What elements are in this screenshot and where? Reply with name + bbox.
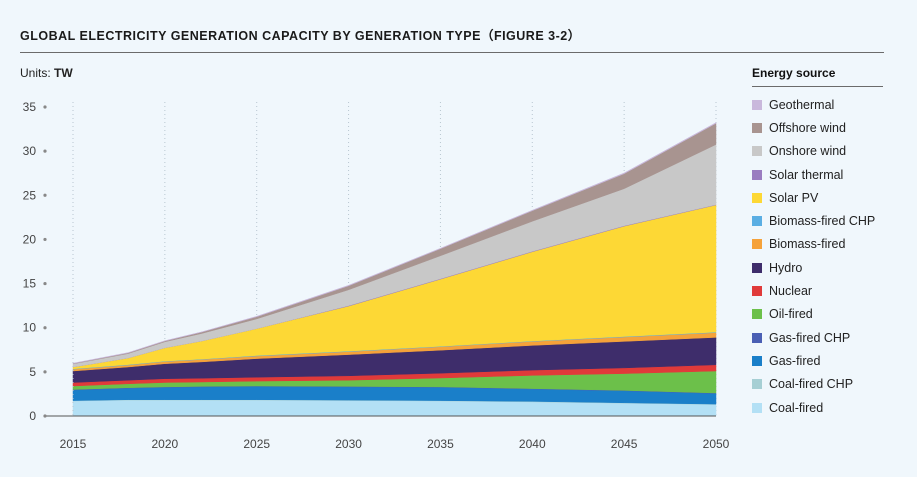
x-tick-label-2045: 2045 xyxy=(611,437,638,451)
legend-label: Gas-fired xyxy=(769,353,821,368)
x-tick-label-2020: 2020 xyxy=(152,437,179,451)
legend-swatch xyxy=(752,146,762,157)
y-tick-label-30: 30 xyxy=(23,144,37,158)
legend-item-nuclear: Nuclear xyxy=(752,279,892,302)
legend-item-solar-thermal: Solar thermal xyxy=(752,163,892,186)
x-tick-label-2040: 2040 xyxy=(519,437,546,451)
y-tick-label-10: 10 xyxy=(23,321,37,335)
legend-swatch xyxy=(752,402,762,413)
legend-item-oil-fired: Oil-fired xyxy=(752,303,892,326)
legend-item-biomass-fired: Biomass-fired xyxy=(752,233,892,256)
y-tick-label-35: 35 xyxy=(23,100,37,114)
legend-swatch xyxy=(752,286,762,297)
y-tick-dot-30 xyxy=(43,149,47,153)
legend-item-solar-pv: Solar PV xyxy=(752,186,892,209)
legend-label: Nuclear xyxy=(769,284,813,299)
y-tick-label-15: 15 xyxy=(23,277,37,291)
y-tick-label-5: 5 xyxy=(29,365,36,379)
legend-item-geothermal: Geothermal xyxy=(752,93,892,116)
y-tick-dot-15 xyxy=(43,281,47,286)
legend-swatch xyxy=(752,192,762,203)
legend-swatch xyxy=(752,379,762,390)
legend-swatch xyxy=(752,99,762,110)
units-label: Units: TW xyxy=(20,66,73,80)
legend-label: Hydro xyxy=(769,260,803,275)
legend-swatch xyxy=(752,332,762,343)
y-tick-dot-10 xyxy=(43,326,47,330)
y-tick-label-0: 0 xyxy=(29,409,36,423)
legend-label: Oil-fired xyxy=(769,307,813,322)
legend-swatch xyxy=(752,122,762,133)
y-tick-dot-0 xyxy=(43,414,47,418)
x-tick-label-2030: 2030 xyxy=(335,437,362,451)
y-tick-dot-25 xyxy=(43,193,47,197)
y-tick-dot-5 xyxy=(43,370,47,374)
legend-swatch xyxy=(752,216,762,227)
legend-swatch xyxy=(752,169,762,180)
legend-label: Coal-fired CHP xyxy=(769,377,854,392)
legend-item-gas-fired: Gas-fired xyxy=(752,349,892,372)
legend-item-coal-fired-chp: Coal-fired CHP xyxy=(752,373,892,396)
y-tick-dot-20 xyxy=(43,237,47,242)
legend-label: Biomass-fired xyxy=(769,237,846,252)
legend-swatch xyxy=(752,239,762,250)
legend-item-gas-fired-chp: Gas-fired CHP xyxy=(752,326,892,349)
legend-item-onshore-wind: Onshore wind xyxy=(752,140,892,163)
legend-label: Geothermal xyxy=(769,97,835,112)
legend-label: Biomass-fired CHP xyxy=(769,214,876,229)
chart-title: GLOBAL ELECTRICITY GENERATION CAPACITY B… xyxy=(20,29,581,43)
y-tick-label-20: 20 xyxy=(23,232,37,246)
legend-title: Energy source xyxy=(752,66,883,87)
legend-item-biomass-fired-chp: Biomass-fired CHP xyxy=(752,209,892,232)
legend-list: Geothermal Offshore wind Onshore wind Solar… xyxy=(752,93,892,419)
legend-swatch xyxy=(752,355,762,366)
x-tick-label-2025: 2025 xyxy=(243,437,270,451)
x-tick-label-2015: 2015 xyxy=(60,437,87,451)
units-prefix: Units: xyxy=(20,66,55,80)
legend-label: Onshore wind xyxy=(769,144,847,159)
legend-label: Coal-fired xyxy=(769,400,824,415)
title-divider xyxy=(20,52,884,53)
x-tick-label-2050: 2050 xyxy=(703,437,730,451)
legend-item-offshore-wind: Offshore wind xyxy=(752,116,892,139)
legend-label: Gas-fired CHP xyxy=(769,330,851,345)
legend-item-hydro: Hydro xyxy=(752,256,892,279)
units-value: TW xyxy=(54,66,73,80)
x-tick-label-2035: 2035 xyxy=(427,437,454,451)
legend-label: Solar PV xyxy=(769,190,819,205)
legend-swatch xyxy=(752,309,762,320)
legend-swatch xyxy=(752,262,762,273)
legend: Energy source Geothermal Offshore wind Ons… xyxy=(752,66,892,419)
legend-label: Offshore wind xyxy=(769,120,846,135)
legend-item-coal-fired: Coal-fired xyxy=(752,396,892,419)
y-tick-dot-35 xyxy=(43,105,47,109)
y-tick-label-25: 25 xyxy=(23,188,37,202)
area-geothermal xyxy=(72,122,717,364)
legend-label: Solar thermal xyxy=(769,167,844,182)
